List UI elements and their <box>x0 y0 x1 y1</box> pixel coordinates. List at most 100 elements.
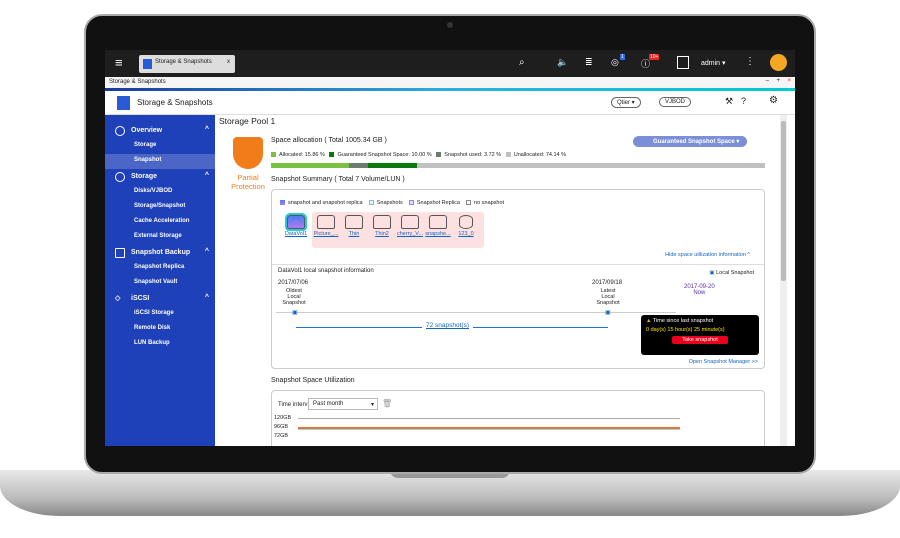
trash-icon[interactable]: 🗑 <box>382 399 393 408</box>
notification-badge: 10+ <box>649 54 660 60</box>
tasks-icon[interactable]: ◎ <box>611 57 619 67</box>
sidebar-item-iscsi-storage[interactable]: iSCSI Storage <box>134 310 174 316</box>
volume-item[interactable]: Picture_... <box>312 212 340 237</box>
take-snapshot-button[interactable]: Take snapshot <box>672 336 728 344</box>
tooltip-title: Time since last snapshot <box>652 318 714 324</box>
bar-snapshot-used <box>349 163 368 168</box>
sidebar-section-overview[interactable]: Overview ^ <box>105 123 215 139</box>
interval-select[interactable]: Past month ▾ <box>308 398 378 410</box>
user-menu[interactable]: admin ▾ <box>701 60 726 67</box>
volume-item[interactable]: Thin <box>340 212 368 237</box>
maximize-button[interactable]: + <box>776 78 780 84</box>
section-label: Storage <box>131 173 158 180</box>
snapshot-count-link[interactable]: 72 snapshot(s) <box>422 322 473 329</box>
local-snapshot-legend: ▣ Local Snapshot <box>709 270 754 276</box>
divider <box>272 264 764 265</box>
app-header: Storage & Snapshots Qtier ▾ VJBOD ⚒ ? ⚙ <box>105 91 795 115</box>
qtier-button[interactable]: Qtier ▾ <box>611 97 641 108</box>
vjbod-button[interactable]: VJBOD <box>659 97 692 107</box>
pool-title: Storage Pool 1 <box>219 116 276 126</box>
sidebar-item-external[interactable]: External Storage <box>134 233 182 239</box>
section-label: Overview <box>131 127 163 134</box>
space-legend: Allocated: 15.86 % Guaranteed Snapshot S… <box>271 152 566 158</box>
sidebar-item-storage[interactable]: Storage <box>134 142 157 148</box>
bar-guaranteed <box>367 163 418 168</box>
sidebar-item-snapshot-replica[interactable]: Snapshot Replica <box>134 264 185 270</box>
volume-item[interactable]: cherry_V... <box>396 212 424 237</box>
camera-icon: ▣ <box>709 270 715 276</box>
sidebar-section-iscsi[interactable]: ◇ iSCSI ^ <box>105 291 215 307</box>
legend-allocated: Allocated: 15.86 % <box>279 152 325 158</box>
space-bar <box>271 163 765 168</box>
info-icon[interactable]: ⓘ <box>641 59 651 69</box>
stack-icon[interactable]: ≣ <box>585 57 593 67</box>
lun-item[interactable]: 123_0 <box>452 212 480 237</box>
accent-strip <box>105 88 795 91</box>
sidebar-item-disks[interactable]: Disks/VJBOD <box>134 188 173 194</box>
lun-icon <box>459 215 473 229</box>
settings-icon[interactable]: ⚙ <box>769 95 778 106</box>
shield-icon <box>233 137 263 169</box>
sidebar: Overview ^ Storage Snapshot Storage ^ Disk… <box>105 115 215 446</box>
sidebar-section-snapshot-backup[interactable]: Snapshot Backup ^ <box>105 245 215 261</box>
drive-icon <box>373 215 391 229</box>
volume-item[interactable]: Thin2 <box>368 212 396 237</box>
volume-label: DataVol1 <box>284 231 308 237</box>
user-icon[interactable] <box>677 56 689 69</box>
scrollbar-thumb[interactable] <box>781 121 786 281</box>
open-snapshot-manager-link[interactable]: Open Snapshot Manager >> <box>688 359 758 365</box>
sidebar-item-storage-snapshot[interactable]: Storage/Snapshot <box>134 203 186 209</box>
top-bar: ≡ Storage & Snapshots x ⌕ 🔈 ≣ ◎ 1 ⓘ 10+ … <box>105 50 795 77</box>
close-button[interactable]: × <box>787 78 791 84</box>
guaranteed-snapshot-space-button[interactable]: Guaranteed Snapshot Space ▾ <box>633 136 748 147</box>
series-line <box>298 427 680 429</box>
bar-allocated <box>271 163 350 168</box>
sidebar-item-snapshot[interactable]: Snapshot <box>105 154 215 169</box>
volume-item[interactable]: snapshe... <box>424 212 452 237</box>
overview-icon <box>115 126 125 136</box>
sidebar-item-snapshot-vault[interactable]: Snapshot Vault <box>134 279 178 285</box>
more-icon[interactable]: ⋮ <box>745 56 755 67</box>
tab-title: Storage & Snapshots <box>155 59 212 65</box>
interval-label: Time interv <box>278 402 308 408</box>
help-icon[interactable]: ? <box>741 96 747 106</box>
legend-guaranteed: Guaranteed Snapshot Space: 10.00 % <box>337 152 432 158</box>
y-tick: 72GB <box>274 433 289 439</box>
tab-close-button[interactable]: x <box>227 59 230 65</box>
oldest-snapshot-icon[interactable]: ▣ <box>292 310 298 316</box>
timeline-axis <box>276 312 676 313</box>
oldest-label: Oldest Local Snapshot <box>282 288 306 306</box>
space-title: Space allocation ( Total 1005.34 GB ) <box>271 137 387 144</box>
window-title: Storage & Snapshots <box>109 79 166 85</box>
sidebar-section-storage[interactable]: Storage ^ <box>105 169 215 185</box>
dashboard-icon[interactable] <box>770 54 787 71</box>
sidebar-item-cache[interactable]: Cache Acceleration <box>134 218 190 224</box>
main-content: Storage Pool 1 Partial Protection Space … <box>215 115 787 446</box>
section-label: Snapshot Backup <box>131 249 191 256</box>
legend-snapshot-used: Snapshot used: 3.72 % <box>444 152 502 158</box>
latest-date: 2017/09/18 <box>592 280 623 286</box>
drive-icon <box>429 215 447 229</box>
diagnostics-icon[interactable]: ⚒ <box>725 96 734 106</box>
volume-datavol1[interactable]: DataVol1 <box>282 212 310 237</box>
latest-snapshot-icon[interactable]: ▣ <box>605 310 611 316</box>
legend-item: no snapshot <box>474 200 505 206</box>
search-icon[interactable]: ⌕ <box>519 57 525 68</box>
sidebar-item-remote-disk[interactable]: Remote Disk <box>134 325 171 331</box>
legend-item: Snapshot Replica <box>416 200 460 206</box>
menu-icon[interactable]: ≡ <box>115 55 123 70</box>
minimize-button[interactable]: – <box>765 78 769 84</box>
storage-app-icon <box>143 59 152 69</box>
volume-label: snapshe... <box>425 231 451 237</box>
y-tick: 96GB <box>274 424 289 430</box>
chevron-up-icon: ^ <box>204 248 209 255</box>
series-line <box>298 429 680 430</box>
app-tab[interactable]: Storage & Snapshots x <box>139 55 235 73</box>
sidebar-item-lun-backup[interactable]: LUN Backup <box>134 340 170 346</box>
drive-icon <box>345 215 363 229</box>
utilization-title: Snapshot Space Utilization <box>271 377 355 384</box>
volume-label: Thin2 <box>375 231 389 237</box>
scrollbar[interactable] <box>780 115 787 446</box>
speaker-icon[interactable]: 🔈 <box>557 57 569 67</box>
hide-utilization-link[interactable]: Hide space utilization information ^ <box>665 252 750 258</box>
